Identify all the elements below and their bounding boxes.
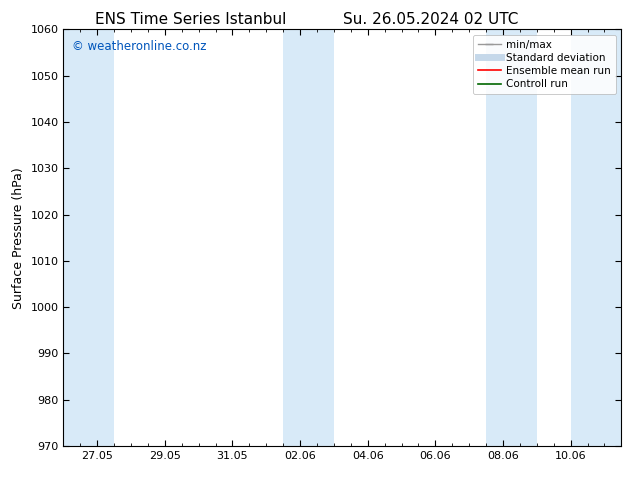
Bar [283,29,334,446]
Text: ENS Time Series Istanbul: ENS Time Series Istanbul [94,12,286,27]
Bar [63,29,114,446]
Text: © weatheronline.co.nz: © weatheronline.co.nz [72,40,206,53]
Y-axis label: Surface Pressure (hPa): Surface Pressure (hPa) [12,167,25,309]
Bar [486,29,537,446]
Bar [571,29,621,446]
Text: Su. 26.05.2024 02 UTC: Su. 26.05.2024 02 UTC [344,12,519,27]
Legend: min/max, Standard deviation, Ensemble mean run, Controll run: min/max, Standard deviation, Ensemble me… [473,35,616,95]
